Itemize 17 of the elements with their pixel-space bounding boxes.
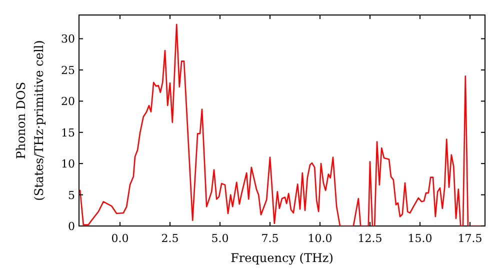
y-tick-label: 5 — [68, 188, 75, 202]
y-tick-label: 30 — [61, 32, 75, 46]
y-axis-title: Phonon DOS (States/THz·primitive cell) — [14, 40, 46, 201]
y-tick-label: 15 — [61, 126, 75, 140]
y-tick-label: 0 — [68, 220, 75, 233]
x-tick-label: 0.0 — [111, 232, 129, 245]
x-tick-label: 12.5 — [358, 232, 382, 245]
x-tick-label: 10.0 — [308, 232, 332, 245]
y-tick-label: 25 — [61, 64, 75, 77]
x-tick-label: 2.5 — [161, 232, 179, 245]
x-tick-label: 17.5 — [458, 232, 482, 245]
x-axis-title: Frequency (THz) — [230, 251, 334, 265]
y-tick-label: 10 — [61, 158, 75, 171]
x-tick-label: 7.5 — [261, 232, 279, 245]
x-tick-label: 15.0 — [408, 232, 432, 245]
y-tick-label: 20 — [61, 95, 75, 108]
x-tick-label: 5.0 — [211, 232, 229, 245]
